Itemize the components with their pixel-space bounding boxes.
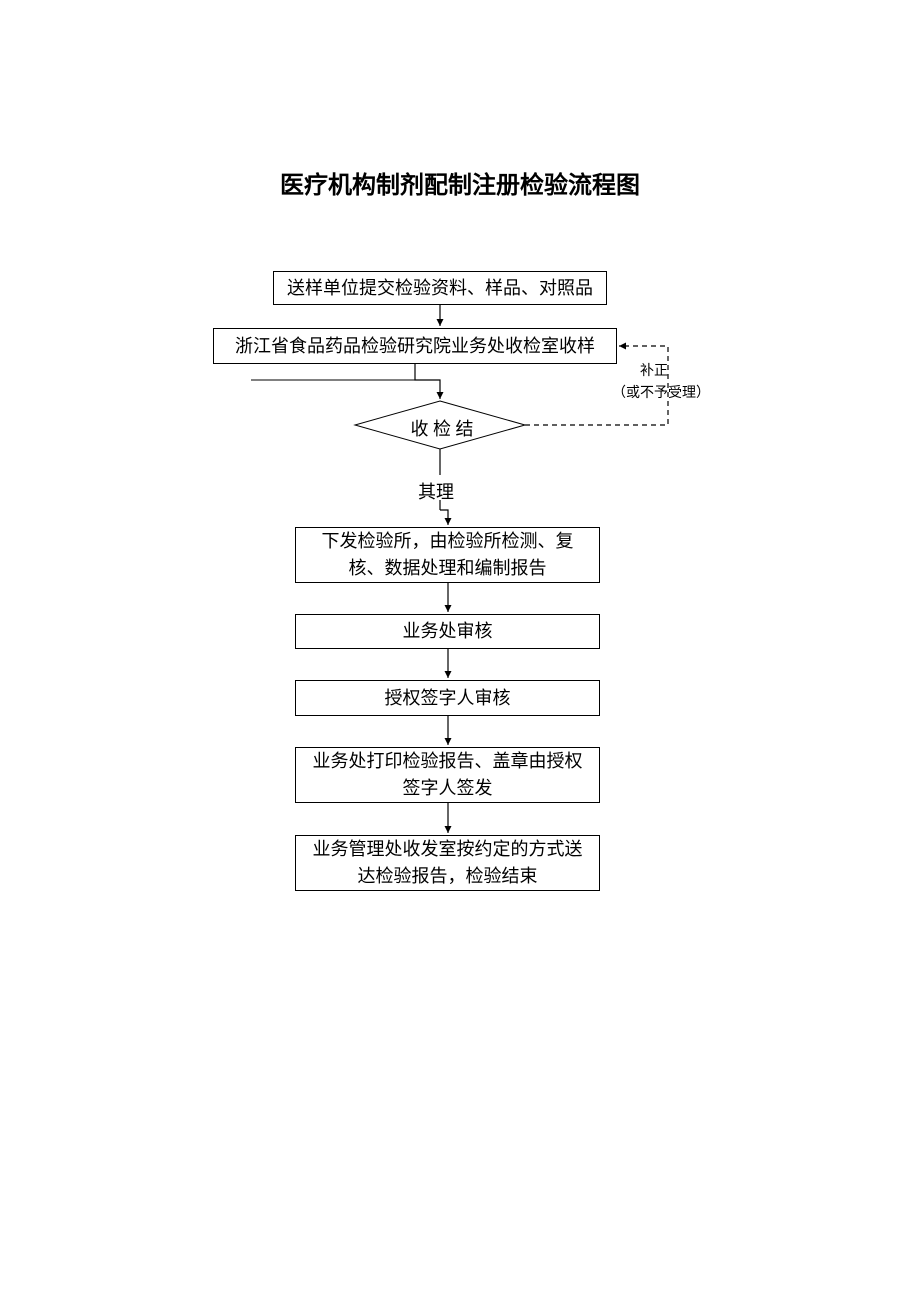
node-label: 浙江省食品药品检验研究院业务处收检室收样	[235, 333, 595, 360]
node-label: 收 检 结	[411, 419, 474, 439]
node-submit-materials: 送样单位提交检验资料、样品、对照品	[273, 271, 607, 305]
edge-n2-d1	[415, 364, 440, 399]
node-print-report: 业务处打印检验报告、盖章由授权签字人签发	[295, 747, 600, 803]
node-auth-review: 授权签字人审核	[295, 680, 600, 716]
page: 医疗机构制剂配制注册检验流程图	[0, 0, 920, 1301]
node-label: 授权签字人审核	[385, 685, 511, 712]
decision-label: 收 检 结	[382, 415, 502, 441]
node-test-review: 下发检验所，由检验所检测、复核、数据处理和编制报告	[295, 527, 600, 583]
node-label: 其理	[418, 482, 454, 502]
node-label: 补正	[640, 364, 668, 379]
node-label: 下发检验所，由检验所检测、复核、数据处理和编制报告	[306, 528, 589, 582]
node-label: 业务处审核	[403, 618, 493, 645]
page-title: 医疗机构制剂配制注册检验流程图	[0, 165, 920, 200]
node-deliver-report: 业务管理处收发室按约定的方式送达检验报告，检验结束	[295, 835, 600, 891]
text-qili: 其理	[418, 478, 454, 504]
side-label-reject: （或不予受理）	[612, 384, 710, 404]
node-label: 业务处打印检验报告、盖章由授权签字人签发	[306, 748, 589, 802]
edge-text-n3	[440, 510, 448, 525]
node-label: 业务管理处收发室按约定的方式送达检验报告，检验结束	[306, 836, 589, 890]
node-business-review: 业务处审核	[295, 614, 600, 649]
node-label: 送样单位提交检验资料、样品、对照品	[287, 275, 593, 302]
side-label-correction: 补正	[640, 362, 668, 382]
node-receive-sample: 浙江省食品药品检验研究院业务处收检室收样	[213, 328, 617, 364]
node-label: （或不予受理）	[612, 386, 710, 401]
